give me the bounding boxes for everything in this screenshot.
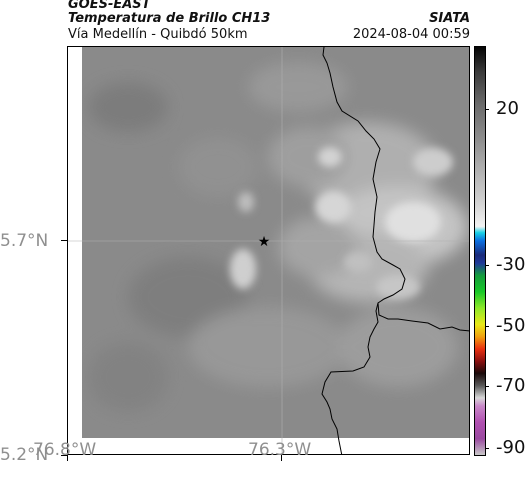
brightness-temperature-field: ★: [68, 47, 469, 454]
lon-label-76.8: 76.8°W: [33, 440, 97, 460]
colorbar-label-minus30: -30: [496, 254, 526, 275]
colorbar-label-minus90: -90: [496, 437, 526, 458]
lat-label-5.7: 5.7°N: [0, 231, 49, 251]
lon-tick: [67, 455, 68, 461]
temperature-colorbar: [474, 46, 486, 456]
colorbar-tick: [485, 448, 489, 449]
colorbar-tick: [485, 109, 489, 110]
lon-label-76.3: 76.3°W: [248, 440, 312, 460]
agency-label: SIATA: [429, 11, 470, 26]
area-subtitle: Vía Medellín - Quibdó 50km: [68, 27, 248, 42]
colorbar-tick: [485, 265, 489, 266]
colorbar-tick: [485, 386, 489, 387]
lat-label-5.2: 5.2°N: [0, 445, 49, 465]
timestamp: 2024-08-04 00:59: [352, 27, 470, 42]
department-border: [322, 47, 469, 332]
lat-tick: [61, 455, 67, 456]
department-border-south: [321, 302, 379, 454]
lon-tick: [281, 455, 282, 461]
colorbar-label-minus50: -50: [496, 315, 526, 336]
satellite-title: GOES-EAST: [68, 0, 151, 12]
colorbar-tick: [485, 326, 489, 327]
colorbar-label-minus70: -70: [496, 375, 526, 396]
colorbar-label-20: 20: [496, 98, 519, 119]
star-marker: ★: [258, 234, 271, 250]
satellite-map[interactable]: ★: [67, 46, 470, 455]
lat-tick: [61, 240, 67, 241]
product-title: Temperatura de Brillo CH13: [68, 11, 271, 26]
